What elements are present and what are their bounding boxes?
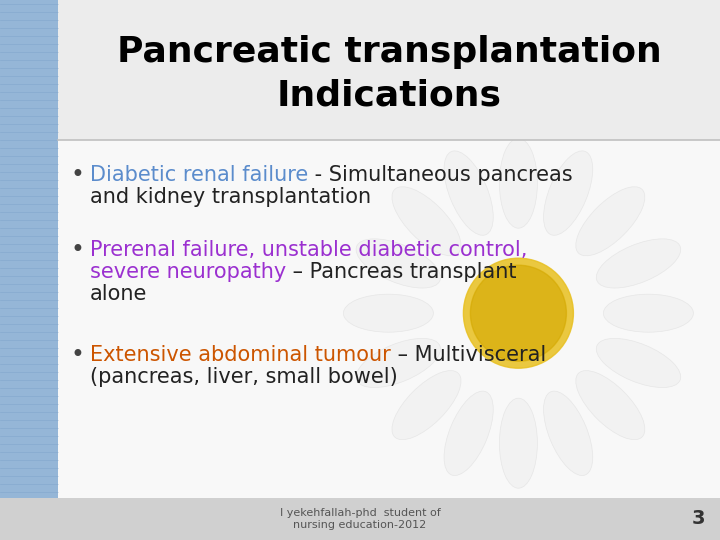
Text: alone: alone (90, 284, 148, 304)
Ellipse shape (576, 370, 645, 440)
Text: and kidney transplantation: and kidney transplantation (90, 187, 371, 207)
FancyBboxPatch shape (0, 498, 720, 540)
Text: Indications: Indications (276, 78, 502, 112)
Ellipse shape (500, 398, 537, 488)
FancyBboxPatch shape (0, 0, 58, 540)
FancyBboxPatch shape (58, 0, 720, 140)
Ellipse shape (576, 187, 645, 256)
Text: Prerenal failure, unstable diabetic control,: Prerenal failure, unstable diabetic cont… (90, 240, 527, 260)
Ellipse shape (392, 370, 461, 440)
Ellipse shape (596, 339, 680, 388)
Ellipse shape (356, 239, 441, 288)
Circle shape (470, 265, 567, 361)
Circle shape (464, 258, 573, 368)
Text: •: • (70, 163, 84, 187)
Ellipse shape (544, 391, 593, 476)
Ellipse shape (343, 294, 433, 332)
Text: •: • (70, 238, 84, 262)
Text: Diabetic renal failure: Diabetic renal failure (90, 165, 308, 185)
Text: •: • (70, 343, 84, 367)
Text: (pancreas, liver, small bowel): (pancreas, liver, small bowel) (90, 367, 397, 387)
Text: - Simultaneous pancreas: - Simultaneous pancreas (308, 165, 573, 185)
Text: Pancreatic transplantation: Pancreatic transplantation (117, 35, 662, 69)
Text: Extensive abdominal tumour: Extensive abdominal tumour (90, 345, 391, 365)
Text: severe neuropathy: severe neuropathy (90, 262, 287, 282)
Ellipse shape (544, 151, 593, 235)
Text: 3: 3 (691, 510, 705, 529)
Ellipse shape (603, 294, 693, 332)
Text: – Pancreas transplant: – Pancreas transplant (287, 262, 517, 282)
Text: – Multivisceral: – Multivisceral (391, 345, 546, 365)
Ellipse shape (444, 391, 493, 476)
Ellipse shape (596, 239, 680, 288)
Ellipse shape (444, 151, 493, 235)
Ellipse shape (392, 187, 461, 256)
Ellipse shape (356, 339, 441, 388)
Text: I yekehfallah-phd  student of
nursing education-2012: I yekehfallah-phd student of nursing edu… (279, 508, 441, 530)
Ellipse shape (500, 138, 537, 228)
